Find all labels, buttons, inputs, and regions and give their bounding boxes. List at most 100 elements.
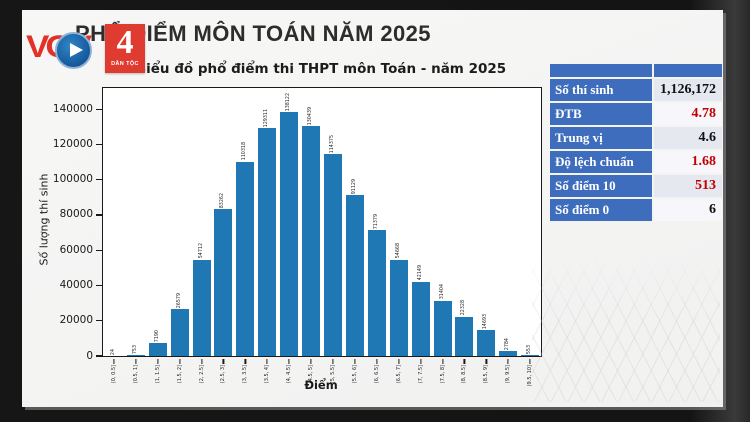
stat-label: Số điểm 0 (550, 199, 652, 221)
x-tick (420, 358, 422, 364)
bar-slot: 14693 (8.5, 9] (475, 88, 497, 383)
bar-value-label: 7190 (154, 330, 160, 343)
y-tick (95, 284, 102, 287)
play-button-icon (55, 32, 92, 69)
y-tick (95, 108, 102, 110)
header-cell-empty (550, 64, 652, 77)
x-tick (222, 358, 225, 364)
x-tick (288, 358, 290, 364)
header-cell-empty (653, 64, 722, 77)
histogram-bar (367, 230, 386, 356)
bar-slot: 83262 (2.5, 3] (213, 88, 235, 383)
stat-value: 4.78 (653, 103, 722, 125)
histogram-bar (477, 330, 496, 356)
channel-subtext: DÂN TỘC (111, 61, 139, 67)
x-tick (200, 358, 203, 364)
bar-slot: 138122 (4, 4.5] (278, 88, 300, 383)
histogram-bar (280, 112, 299, 356)
bar-slot: 54668 (6.5, 7] (388, 88, 410, 383)
bar-slot: 753 (0.5, 1] (125, 88, 147, 383)
histogram-bar (302, 126, 321, 356)
vov4-logo: VOV 4 DÂN TỘC (26, 23, 146, 75)
chart-title: Biểu đồ phổ điểm thi THPT môn Toán - năm… (135, 61, 507, 77)
table-row: Độ lệch chuẩn 1.68 (550, 151, 722, 173)
stat-label: ĐTB (550, 103, 652, 125)
histogram-bar (192, 259, 211, 356)
y-tick (95, 214, 102, 216)
bar-value-label: 2784 (505, 337, 511, 351)
y-tick-label: 140000 (52, 102, 93, 115)
bar-slot: 114375 (5, 5.5] (322, 88, 344, 383)
histogram-bar (258, 128, 277, 356)
stats-table: Số thí sinh 1,126,172 ĐTB 4.78 Trung vị 4.6 Độ… (548, 62, 724, 223)
histogram-bar (433, 300, 452, 356)
y-tick (95, 249, 102, 251)
bar-value-label: 24 (110, 348, 116, 355)
histogram-bar (521, 355, 540, 356)
x-tick (266, 358, 268, 364)
bar-slot: 2784 (9, 9.5] (497, 88, 519, 383)
bar-slot: 54712 (2, 2.5] (191, 88, 213, 383)
bar-value-label: 22328 (461, 300, 467, 316)
bar-slot: 42149 (7, 7.5] (410, 88, 432, 383)
y-tick (95, 179, 102, 181)
histogram-bar (170, 309, 189, 356)
y-tick-label: 40000 (59, 278, 93, 291)
x-tick (507, 358, 509, 364)
y-tick-label: 0 (86, 349, 93, 362)
bar-slot: 71379 (6, 6.5] (366, 88, 388, 383)
bar-slot: 91129 (5.5, 6] (344, 88, 366, 383)
bar-value-label: 54668 (395, 243, 401, 259)
stat-label: Độ lệch chuẩn (550, 151, 652, 173)
x-axis-label: Điểm (304, 378, 338, 392)
y-tick (95, 355, 102, 357)
x-tick (310, 358, 312, 364)
bar-slot: 130439 (4.5, 5] (300, 88, 322, 383)
x-tick (441, 358, 444, 364)
histogram-bar (499, 351, 518, 356)
x-tick (135, 358, 137, 364)
x-tick (113, 358, 115, 364)
stats-table-header-row (550, 64, 722, 77)
stats-table-body: Số thí sinh 1,126,172 ĐTB 4.78 Trung vị 4.6 Độ… (550, 79, 722, 221)
table-row: Số thí sinh 1,126,172 (550, 79, 722, 101)
y-tick (95, 143, 102, 146)
x-tick (463, 358, 466, 364)
y-tick-label: 80000 (59, 208, 93, 221)
x-tick (354, 358, 356, 364)
table-row: ĐTB 4.78 (550, 103, 722, 125)
bar-slot: 26579 (1.5, 2] (169, 88, 191, 383)
bar-value-label: 129311 (264, 108, 270, 127)
bar-value-label: 138122 (286, 93, 292, 112)
y-tick-label: 100000 (52, 173, 93, 186)
bar-value-label: 31404 (439, 284, 445, 300)
x-tick (157, 358, 159, 364)
bar-value-label: 54712 (198, 243, 204, 259)
bar-slot: 7190 (1, 1.5] (147, 88, 169, 383)
x-tick (179, 358, 181, 364)
table-row: Số điểm 10 513 (550, 175, 722, 197)
histogram-bar (345, 195, 364, 356)
bar-slot: 553 (9.5, 10] (519, 88, 541, 386)
x-tick (244, 358, 246, 364)
x-tick (332, 358, 334, 364)
x-tick (485, 358, 487, 364)
histogram-bar (411, 281, 430, 356)
bar-value-label: 26579 (176, 292, 182, 309)
bar-slot: 129311 (3.5, 4] (256, 88, 278, 383)
y-axis-label: Số lượng thí sinh (37, 173, 51, 266)
x-tick (529, 358, 531, 364)
table-row: Trung vị 4.6 (550, 127, 722, 149)
y-tick (95, 320, 102, 322)
histogram-bar (236, 161, 255, 356)
stat-value: 513 (653, 175, 722, 197)
diamond-grid-watermark (532, 252, 720, 402)
stat-value: 1,126,172 (653, 79, 722, 101)
bar-value-label: 71379 (373, 213, 379, 230)
bar-slot: 22328 (8, 8.5] (454, 88, 476, 383)
vov4-channel-badge: 4 DÂN TỘC (105, 24, 145, 73)
bar-value-label: 91129 (351, 179, 357, 195)
channel-number: 4 (116, 24, 134, 61)
bar-value-label: 753 (132, 344, 138, 354)
